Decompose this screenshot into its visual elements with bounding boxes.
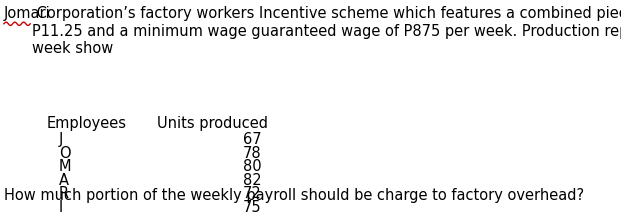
Text: Corporation’s factory workers Incentive scheme which features a combined piece r: Corporation’s factory workers Incentive … <box>32 6 621 56</box>
Text: Employees: Employees <box>47 116 127 131</box>
Text: J: J <box>59 132 63 147</box>
Text: I: I <box>59 200 63 214</box>
Text: 78: 78 <box>243 146 262 161</box>
Text: O: O <box>59 146 70 161</box>
Text: Jomari: Jomari <box>4 6 51 21</box>
Text: 82: 82 <box>243 173 262 188</box>
Text: M: M <box>59 159 71 174</box>
Text: How much portion of the weekly payroll should be charge to factory overhead?: How much portion of the weekly payroll s… <box>4 188 584 203</box>
Text: R: R <box>59 186 69 201</box>
Text: 80: 80 <box>243 159 262 174</box>
Text: Units produced: Units produced <box>157 116 268 131</box>
Text: A: A <box>59 173 69 188</box>
Text: 67: 67 <box>243 132 262 147</box>
Text: 72: 72 <box>243 186 262 201</box>
Text: 75: 75 <box>243 200 262 214</box>
